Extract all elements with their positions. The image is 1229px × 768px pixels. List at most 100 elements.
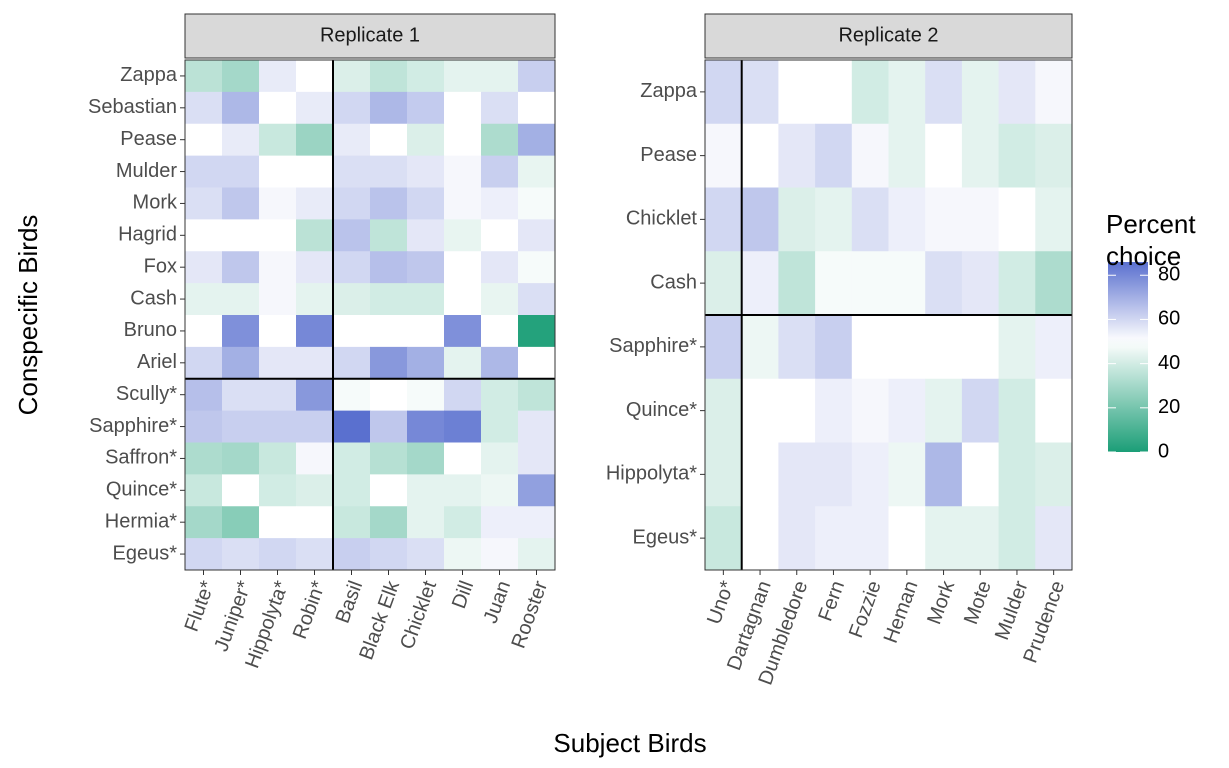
heat-cell <box>259 187 297 220</box>
heat-cell <box>407 442 445 475</box>
heat-cell <box>370 538 408 571</box>
heat-cell <box>888 378 926 443</box>
y-tick-label: Hippolyta* <box>606 463 697 485</box>
heat-cell <box>1035 378 1073 443</box>
y-tick-label: Sapphire* <box>89 415 177 437</box>
heat-cell <box>961 60 1000 125</box>
x-tick-label: Heman <box>880 578 923 646</box>
heat-cell <box>185 506 223 539</box>
heat-cell <box>259 442 297 475</box>
heat-cell <box>1035 60 1073 125</box>
y-tick-label: Mulder <box>116 160 177 182</box>
x-tick-label: Fozzie <box>845 578 886 641</box>
heat-cell <box>961 506 1000 571</box>
x-tick-label: Mork <box>923 577 959 627</box>
heat-cell <box>407 506 445 539</box>
heat-cell <box>741 123 779 188</box>
heat-cell <box>370 346 408 380</box>
heat-cell <box>444 442 482 475</box>
heat-cell <box>185 410 223 443</box>
heat-cell <box>259 283 297 316</box>
heat-cell <box>705 251 743 316</box>
heat-cell <box>998 506 1036 571</box>
heat-cell <box>185 219 223 252</box>
heat-cell <box>185 315 223 348</box>
heat-cell <box>296 155 334 188</box>
heat-cell <box>370 219 408 252</box>
heat-cell <box>888 123 926 188</box>
colorbar-tick-label: 0 <box>1158 440 1169 462</box>
heat-cell <box>815 378 853 443</box>
heat-cell <box>741 315 779 380</box>
heat-cell <box>815 187 853 252</box>
heat-cell <box>1035 442 1073 507</box>
y-tick-label: Quince* <box>106 479 177 501</box>
heat-cell <box>705 187 743 252</box>
heat-cell <box>998 60 1036 125</box>
heat-cell <box>259 251 297 284</box>
colorbar-tick-label: 20 <box>1158 396 1180 418</box>
heat-cell <box>333 346 371 380</box>
colorbar-tick-label: 60 <box>1158 308 1180 330</box>
heat-cell <box>370 251 408 284</box>
heat-cell <box>925 187 963 252</box>
heat-cell <box>815 251 853 316</box>
heat-cell <box>407 251 445 284</box>
legend-title: Percent choice <box>1106 209 1196 271</box>
y-tick-label: Pease <box>640 144 697 166</box>
heat-cell <box>851 442 889 507</box>
heat-cell <box>741 378 779 443</box>
heat-cell <box>222 315 260 348</box>
heat-cell <box>481 91 519 125</box>
heat-cell <box>778 187 816 252</box>
heat-cell <box>518 506 556 539</box>
heat-cell <box>925 123 963 188</box>
heat-cell <box>444 251 482 284</box>
heat-cell <box>444 378 482 412</box>
heat-cell <box>333 91 371 125</box>
x-tick-label: Flute* <box>181 578 220 635</box>
heat-cell <box>705 123 743 188</box>
y-axis-title: Conspecific Birds <box>13 215 43 416</box>
x-tick-label: Basil <box>332 578 368 626</box>
heat-cell <box>481 474 519 507</box>
heat-cell <box>778 123 816 188</box>
heat-cell <box>444 346 482 380</box>
y-tick-label: Ariel <box>137 351 177 373</box>
y-tick-label: Scully* <box>116 383 177 405</box>
panel-border <box>704 59 1073 571</box>
panel-title: Replicate 1 <box>320 24 420 46</box>
heat-cell <box>481 410 519 443</box>
heat-cell <box>741 251 779 316</box>
y-tick-label: Hermia* <box>105 510 177 532</box>
heat-cell <box>518 283 556 316</box>
heat-cell <box>741 187 779 252</box>
heat-cell <box>851 378 889 443</box>
heat-cell <box>407 187 445 220</box>
heat-cell <box>851 60 889 125</box>
x-tick-label: Fern <box>814 578 849 624</box>
heat-cell <box>1035 187 1073 252</box>
heat-cell <box>778 315 816 380</box>
y-tick-label: Quince* <box>626 399 697 421</box>
heat-cell <box>296 91 334 125</box>
heat-cell <box>778 442 816 507</box>
heat-cell <box>370 155 408 188</box>
y-tick-label: Sapphire* <box>609 335 697 357</box>
heat-cell <box>333 187 371 220</box>
heat-cell <box>888 251 926 316</box>
heat-cell <box>705 60 743 125</box>
panel-border <box>184 59 556 571</box>
heat-cell <box>259 538 297 571</box>
heat-cell <box>296 283 334 316</box>
heat-cell <box>333 155 371 188</box>
heat-cell <box>185 283 223 316</box>
heat-cell <box>333 474 371 507</box>
heat-cell <box>851 315 889 380</box>
heat-cell <box>518 123 556 157</box>
x-tick-label: Dill <box>448 578 478 612</box>
y-tick-label: Sebastian <box>88 96 177 118</box>
heat-cell <box>444 123 482 157</box>
heat-cell <box>333 442 371 475</box>
